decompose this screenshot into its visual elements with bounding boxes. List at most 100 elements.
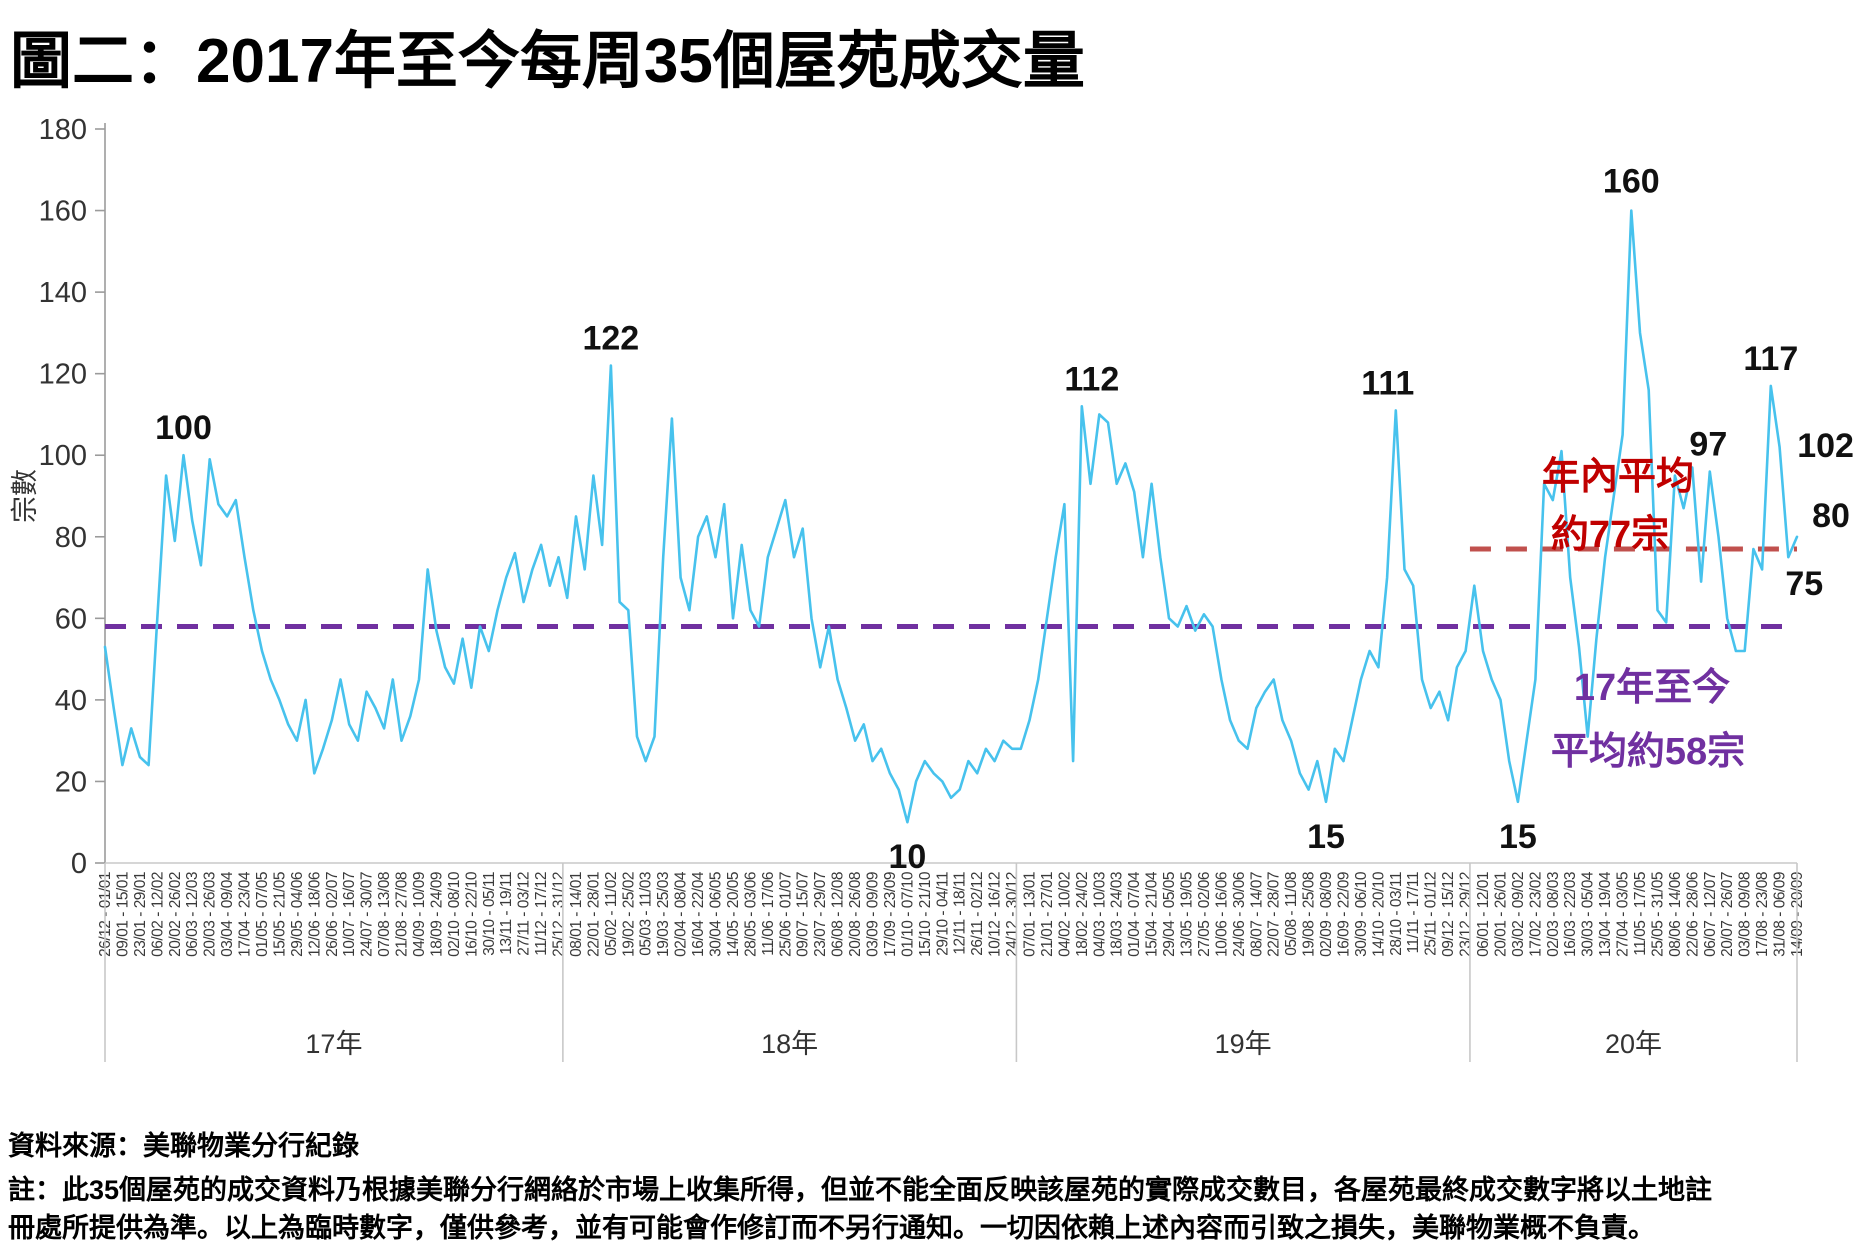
svg-text:25/06 - 01/07: 25/06 - 01/07 — [777, 872, 794, 957]
svg-text:11/06 - 17/06: 11/06 - 17/06 — [760, 872, 777, 956]
svg-text:18年: 18年 — [761, 1029, 818, 1059]
svg-text:17年至今: 17年至今 — [1574, 667, 1730, 709]
footer-source: 資料來源：美聯物業分行紀錄 — [8, 1131, 359, 1161]
svg-text:年內平均: 年內平均 — [1542, 456, 1694, 498]
svg-text:24/07 - 30/07: 24/07 - 30/07 — [359, 872, 376, 957]
svg-text:01/04 - 07/04: 01/04 - 07/04 — [1126, 871, 1143, 957]
svg-text:25/05 - 31/05: 25/05 - 31/05 — [1649, 872, 1666, 957]
svg-text:160: 160 — [39, 196, 87, 228]
svg-text:18/03 - 24/03: 18/03 - 24/03 — [1109, 872, 1126, 957]
svg-text:117: 117 — [1743, 340, 1798, 378]
svg-text:13/05 - 19/05: 13/05 - 19/05 — [1178, 872, 1195, 957]
svg-text:28/05 - 03/06: 28/05 - 03/06 — [742, 872, 759, 957]
svg-text:180: 180 — [39, 114, 87, 146]
svg-text:18/09 - 24/09: 18/09 - 24/09 — [428, 872, 445, 957]
svg-text:02/03 - 08/03: 02/03 - 08/03 — [1545, 872, 1562, 957]
svg-text:05/02 - 11/02: 05/02 - 11/02 — [603, 872, 620, 956]
svg-text:宗數: 宗數 — [10, 469, 40, 523]
svg-text:17/02 - 23/02: 17/02 - 23/02 — [1527, 872, 1544, 957]
svg-text:17/09 - 23/09: 17/09 - 23/09 — [882, 872, 899, 957]
footer-note-2: 冊處所提供為準。以上為臨時數字，僅供參考，並有可能會作修訂而不另行通知。一切因依… — [8, 1213, 1655, 1243]
svg-text:160: 160 — [1603, 163, 1660, 201]
svg-text:140: 140 — [39, 277, 87, 309]
svg-text:24/12 - 30/12: 24/12 - 30/12 — [1004, 872, 1021, 957]
svg-text:03/09 - 09/09: 03/09 - 09/09 — [865, 872, 882, 957]
svg-text:06/08 - 12/08: 06/08 - 12/08 — [830, 872, 847, 957]
svg-text:29/05 - 04/06: 29/05 - 04/06 — [289, 872, 306, 957]
svg-text:29/10 - 04/11: 29/10 - 04/11 — [934, 872, 951, 956]
svg-text:60: 60 — [55, 603, 87, 635]
svg-text:02/09 - 08/09: 02/09 - 08/09 — [1318, 872, 1335, 957]
svg-text:06/02 - 12/02: 06/02 - 12/02 — [149, 872, 166, 957]
svg-text:20/01 - 26/01: 20/01 - 26/01 — [1492, 872, 1509, 957]
svg-text:19/03 - 25/03: 19/03 - 25/03 — [655, 872, 672, 957]
svg-text:19/08 - 25/08: 19/08 - 25/08 — [1301, 872, 1318, 957]
svg-text:04/02 - 10/02: 04/02 - 10/02 — [1056, 872, 1073, 957]
svg-text:07/01 - 13/01: 07/01 - 13/01 — [1021, 872, 1038, 957]
page-title: 圖二：2017年至今每周35個屋苑成交量 — [10, 27, 1085, 96]
svg-text:80: 80 — [55, 522, 87, 554]
svg-text:06/07 - 12/07: 06/07 - 12/07 — [1702, 872, 1719, 957]
svg-text:80: 80 — [1812, 497, 1850, 535]
svg-text:11/11 - 17/11: 11/11 - 17/11 — [1405, 872, 1422, 953]
svg-text:10/12 - 16/12: 10/12 - 16/12 — [987, 872, 1004, 957]
svg-text:18/02 - 24/02: 18/02 - 24/02 — [1074, 872, 1091, 957]
svg-text:15: 15 — [1499, 818, 1537, 856]
svg-text:19/02 - 25/02: 19/02 - 25/02 — [620, 872, 637, 957]
svg-text:06/01 - 12/01: 06/01 - 12/01 — [1475, 872, 1492, 957]
svg-text:01/05 - 07/05: 01/05 - 07/05 — [254, 872, 271, 957]
svg-text:08/07 - 14/07: 08/07 - 14/07 — [1248, 872, 1265, 957]
svg-text:100: 100 — [155, 409, 212, 447]
svg-text:31/08 - 06/09: 31/08 - 06/09 — [1772, 872, 1789, 957]
svg-text:27/05 - 02/06: 27/05 - 02/06 — [1196, 872, 1213, 957]
svg-text:16/04 - 22/04: 16/04 - 22/04 — [690, 871, 707, 957]
svg-text:平均約58宗: 平均約58宗 — [1551, 730, 1745, 773]
svg-text:17/08 - 23/08: 17/08 - 23/08 — [1754, 872, 1771, 957]
series-line — [103, 209, 1799, 824]
svg-text:75: 75 — [1785, 565, 1823, 603]
svg-text:28/10 - 03/11: 28/10 - 03/11 — [1388, 872, 1405, 956]
svg-text:09/12 - 15/12: 09/12 - 15/12 — [1440, 872, 1457, 957]
svg-text:15/05 - 21/05: 15/05 - 21/05 — [271, 872, 288, 957]
svg-text:30/03 - 05/04: 30/03 - 05/04 — [1580, 871, 1597, 957]
svg-text:100: 100 — [39, 440, 87, 472]
svg-text:27/04 - 03/05: 27/04 - 03/05 — [1615, 872, 1632, 957]
svg-text:20年: 20年 — [1605, 1029, 1662, 1059]
svg-text:20/08 - 26/08: 20/08 - 26/08 — [847, 872, 864, 957]
svg-text:40: 40 — [55, 685, 87, 717]
svg-text:10/07 - 16/07: 10/07 - 16/07 — [341, 872, 358, 957]
svg-text:22/01 - 28/01: 22/01 - 28/01 — [585, 872, 602, 957]
svg-text:約77宗: 約77宗 — [1551, 513, 1669, 556]
footer-note-1: 註：此35個屋苑的成交資料乃根據美聯分行網絡於市場上收集所得，但並不能全面反映該… — [8, 1175, 1713, 1205]
svg-text:20/03 - 26/03: 20/03 - 26/03 — [202, 872, 219, 957]
svg-text:16/10 - 22/10: 16/10 - 22/10 — [463, 871, 480, 957]
svg-text:27/11 - 03/12: 27/11 - 03/12 — [516, 872, 533, 956]
svg-text:04/03 - 10/03: 04/03 - 10/03 — [1091, 872, 1108, 957]
svg-text:03/08 - 09/08: 03/08 - 09/08 — [1737, 872, 1754, 957]
svg-text:15/10 - 21/10: 15/10 - 21/10 — [917, 871, 934, 957]
svg-text:03/04 - 09/04: 03/04 - 09/04 — [219, 871, 236, 957]
svg-text:10/06 - 16/06: 10/06 - 16/06 — [1213, 872, 1230, 957]
svg-text:0: 0 — [71, 848, 87, 880]
svg-text:97: 97 — [1689, 425, 1727, 463]
svg-text:06/03 - 12/03: 06/03 - 12/03 — [184, 872, 201, 957]
svg-text:21/01 - 27/01: 21/01 - 27/01 — [1039, 872, 1056, 957]
svg-text:22/06 - 28/06: 22/06 - 28/06 — [1684, 872, 1701, 957]
svg-text:112: 112 — [1064, 360, 1119, 398]
svg-text:29/04 - 05/05: 29/04 - 05/05 — [1161, 872, 1178, 957]
svg-text:23/07 - 29/07: 23/07 - 29/07 — [812, 872, 829, 957]
svg-text:09/07 - 15/07: 09/07 - 15/07 — [795, 872, 812, 957]
svg-text:25/11 - 01/12: 25/11 - 01/12 — [1423, 872, 1440, 956]
svg-text:20/02 - 26/02: 20/02 - 26/02 — [167, 872, 184, 957]
svg-text:120: 120 — [39, 359, 87, 391]
svg-text:05/08 - 11/08: 05/08 - 11/08 — [1283, 872, 1300, 956]
svg-text:111: 111 — [1361, 364, 1414, 402]
svg-text:20: 20 — [55, 766, 87, 798]
svg-text:02/10 - 08/10: 02/10 - 08/10 — [446, 871, 463, 957]
svg-text:12/11 - 18/11: 12/11 - 18/11 — [952, 872, 969, 955]
svg-text:01/10 - 07/10: 01/10 - 07/10 — [899, 871, 916, 957]
svg-text:02/04 - 08/04: 02/04 - 08/04 — [673, 871, 690, 957]
